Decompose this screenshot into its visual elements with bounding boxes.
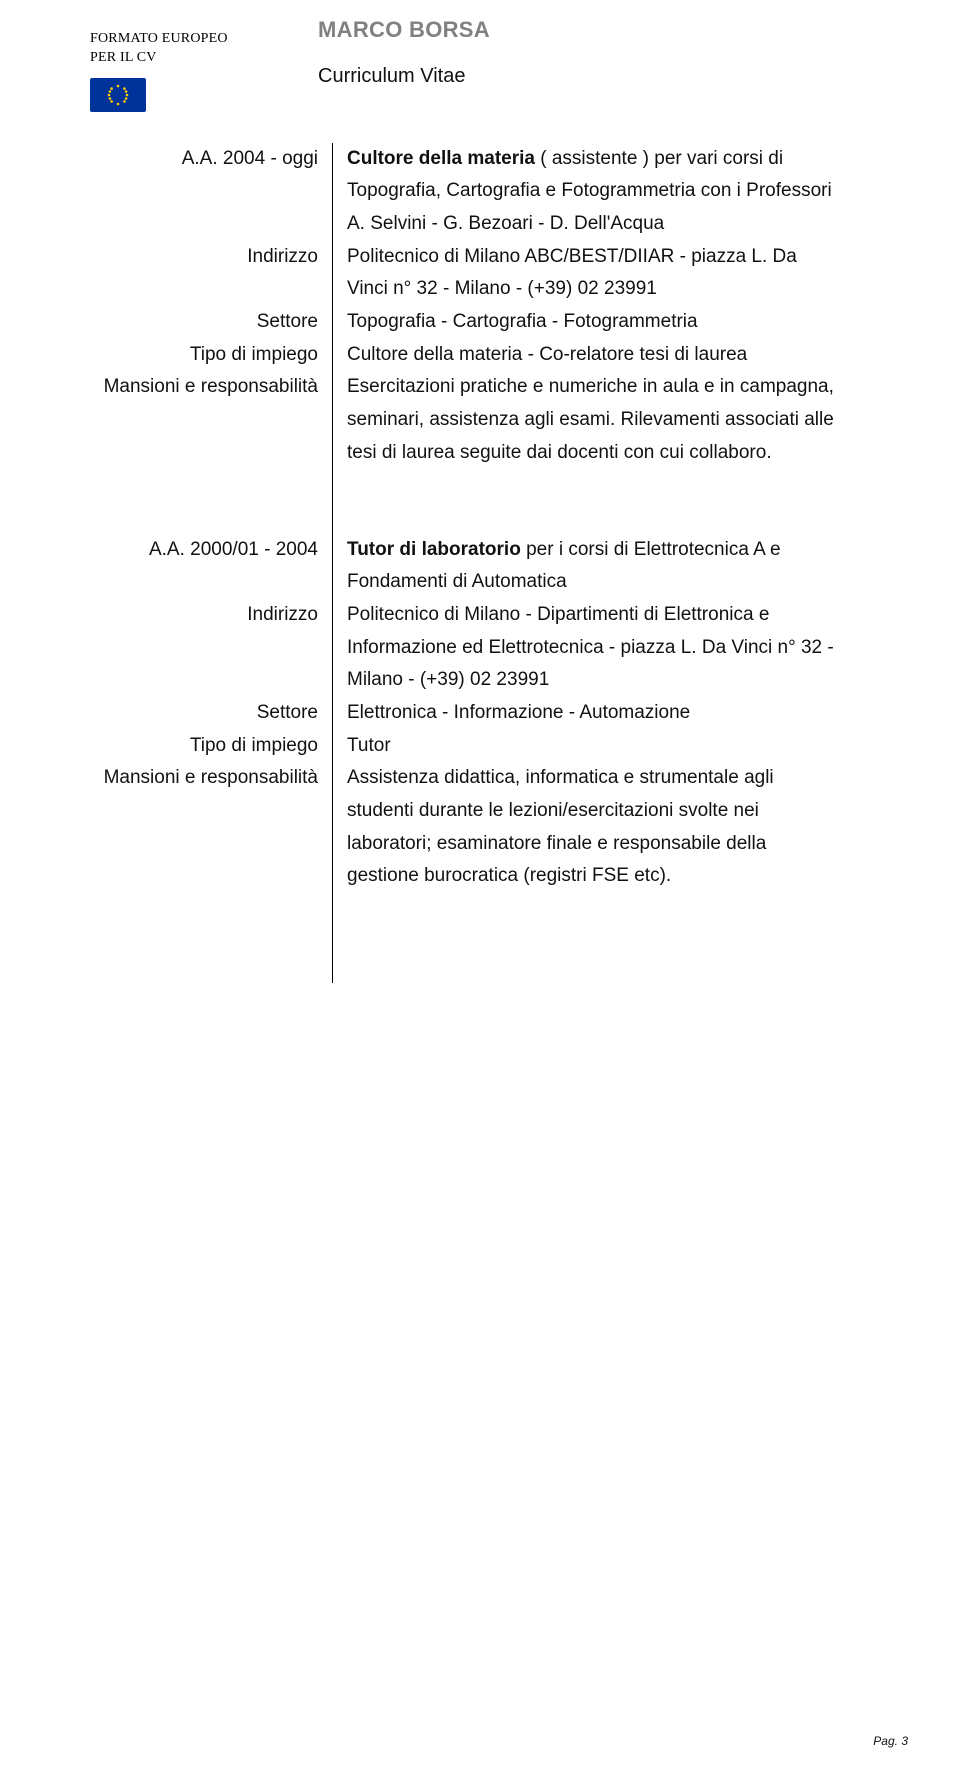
field-label-settore: Settore	[90, 697, 333, 730]
field-label-indirizzo: Indirizzo	[90, 599, 333, 697]
entry-role: Tutor di laboratorio per i corsi di Elet…	[333, 534, 841, 599]
cv-entry: A.A. 2004 - oggi Cultore della materia (…	[90, 143, 840, 983]
person-name: MARCO BORSA	[318, 17, 840, 43]
field-value-settore: Topografia - Cartografia - Fotogrammetri…	[333, 306, 841, 339]
field-value-mansioni: Assistenza didattica, informatica e stru…	[333, 762, 841, 893]
field-label-tipo: Tipo di impiego	[90, 730, 333, 763]
document-page: FORMATO EUROPEO PER IL CV	[0, 0, 960, 1770]
field-label-mansioni: Mansioni e responsabilità	[90, 762, 333, 893]
field-label-tipo: Tipo di impiego	[90, 339, 333, 372]
entry-role-bold: Tutor di laboratorio	[347, 539, 521, 560]
field-value-tipo: Cultore della materia - Co-relatore tesi…	[333, 339, 841, 372]
entry-date: A.A. 2000/01 - 2004	[90, 534, 333, 599]
field-value-indirizzo: Politecnico di Milano - Dipartimenti di …	[333, 599, 841, 697]
entry-date: A.A. 2004 - oggi	[90, 143, 333, 241]
page-number: Pag. 3	[873, 1734, 908, 1748]
title-block: MARCO BORSA Curriculum Vitae	[318, 17, 840, 88]
field-value-settore: Elettronica - Informazione - Automazione	[333, 697, 841, 730]
cv-label: Curriculum Vitae	[318, 65, 840, 88]
entry-role: Cultore della materia ( assistente ) per…	[333, 143, 841, 241]
field-label-indirizzo: Indirizzo	[90, 241, 333, 306]
eu-flag-icon	[90, 78, 146, 112]
field-label-settore: Settore	[90, 306, 333, 339]
field-value-indirizzo: Politecnico di Milano ABC/BEST/DIIAR - p…	[333, 241, 841, 306]
field-value-tipo: Tutor	[333, 730, 841, 763]
field-value-mansioni: Esercitazioni pratiche e numeriche in au…	[333, 371, 841, 469]
field-label-mansioni: Mansioni e responsabilità	[90, 371, 333, 469]
entry-role-bold: Cultore della materia	[347, 148, 535, 169]
